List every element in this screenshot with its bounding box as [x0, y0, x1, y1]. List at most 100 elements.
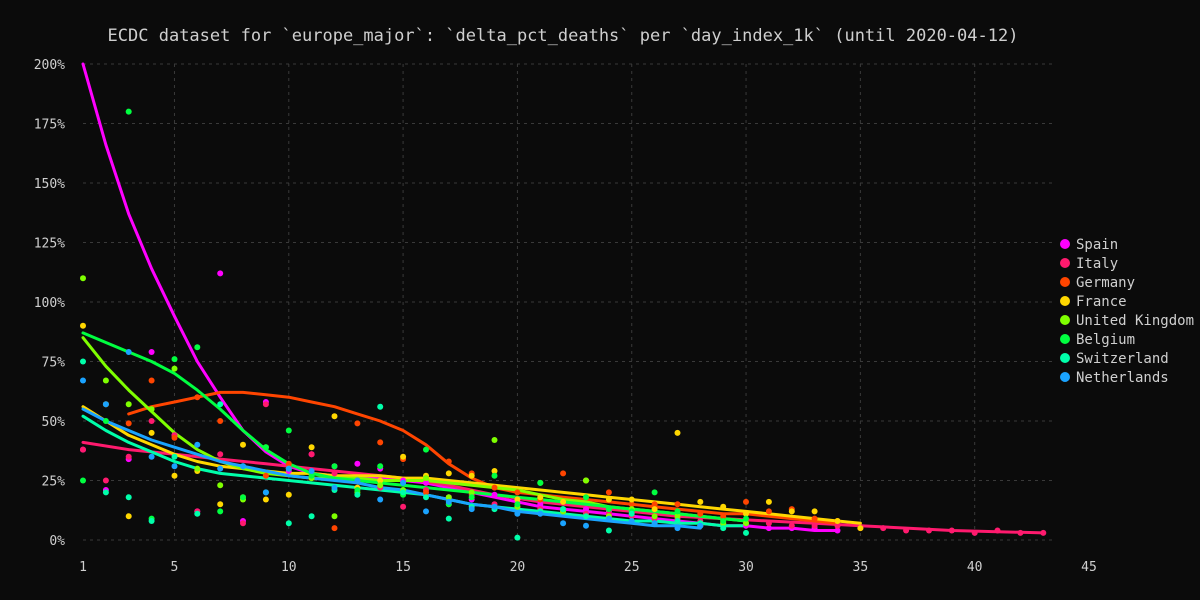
point-belgium — [377, 463, 384, 470]
trend-line-germany — [127, 390, 839, 525]
trend-line-italy — [81, 440, 1045, 535]
point-united-kingdom — [491, 437, 498, 443]
point-italy — [834, 522, 841, 529]
point-italy — [1040, 529, 1047, 536]
x-tick-label: 5 — [171, 560, 179, 575]
point-netherlands — [468, 506, 475, 513]
point-united-kingdom — [423, 475, 429, 482]
point-france — [605, 496, 612, 503]
point-germany — [354, 420, 361, 427]
point-united-kingdom — [331, 513, 338, 520]
x-tick-labels: 1 5 10 15 20 25 30 35 40 45 — [79, 560, 1097, 575]
point-switzerland — [605, 527, 612, 534]
legend-label: Italy — [1076, 256, 1118, 272]
point-switzerland — [423, 494, 429, 501]
point-belgium — [468, 494, 475, 501]
point-germany — [765, 508, 772, 515]
point-netherlands — [400, 479, 407, 486]
point-switzerland — [194, 510, 201, 517]
point-netherlands — [217, 465, 224, 472]
point-switzerland — [308, 513, 315, 520]
point-belgium — [285, 427, 292, 434]
point-netherlands — [514, 510, 521, 517]
point-spain — [423, 479, 429, 486]
point-italy — [903, 527, 910, 534]
legend-label: Switzerland — [1076, 351, 1169, 367]
point-italy — [80, 446, 86, 453]
point-italy — [788, 522, 795, 529]
point-france — [262, 496, 269, 503]
legend-marker — [1060, 372, 1070, 382]
point-germany — [743, 498, 749, 505]
point-italy — [262, 401, 269, 408]
point-united-kingdom — [102, 377, 109, 384]
point-belgium — [308, 472, 315, 479]
point-germany — [674, 501, 681, 508]
point-netherlands — [423, 508, 429, 515]
point-italy — [400, 503, 407, 510]
point-germany — [605, 489, 612, 496]
point-germany — [171, 434, 178, 441]
point-italy — [308, 451, 315, 458]
y-tick-label: 200% — [34, 58, 65, 73]
point-switzerland — [148, 518, 155, 524]
point-netherlands — [583, 522, 589, 529]
point-united-kingdom — [445, 494, 452, 501]
point-switzerland — [377, 403, 384, 410]
point-germany — [377, 439, 384, 446]
point-france — [720, 503, 727, 510]
point-switzerland — [628, 510, 635, 517]
point-germany — [445, 458, 452, 465]
point-switzerland — [743, 529, 749, 536]
point-italy — [331, 470, 338, 477]
point-united-kingdom — [468, 489, 475, 496]
point-switzerland — [125, 494, 132, 501]
point-spain — [491, 491, 498, 498]
point-italy — [926, 527, 932, 534]
point-belgium — [720, 518, 727, 524]
point-france — [674, 429, 681, 436]
point-italy — [102, 477, 109, 484]
point-switzerland — [400, 489, 407, 496]
point-netherlands — [537, 510, 544, 517]
point-belgium — [102, 418, 109, 424]
x-tick-label: 10 — [281, 560, 297, 575]
point-france — [125, 513, 132, 520]
point-france — [285, 491, 292, 498]
y-tick-label: 100% — [34, 296, 65, 311]
x-tick-label: 35 — [853, 560, 869, 575]
legend-marker — [1060, 239, 1070, 249]
point-germany — [720, 513, 727, 520]
trend-lines — [81, 62, 1045, 535]
point-italy — [240, 520, 246, 527]
point-switzerland — [102, 489, 109, 496]
x-tick-label: 40 — [967, 560, 983, 575]
legend-marker — [1060, 258, 1070, 268]
chart-title: ECDC dataset for `europe_major`: `delta_… — [108, 26, 1019, 46]
point-italy — [811, 522, 818, 529]
point-united-kingdom — [80, 275, 86, 282]
point-netherlands — [628, 518, 635, 524]
point-netherlands — [674, 525, 681, 532]
point-spain — [834, 527, 841, 534]
point-switzerland — [445, 515, 452, 522]
point-spain — [354, 460, 361, 467]
legend-marker — [1060, 334, 1070, 344]
point-france — [765, 498, 772, 505]
point-united-kingdom — [194, 465, 201, 472]
point-netherlands — [194, 441, 201, 448]
trend-line-belgium — [81, 331, 748, 523]
x-tick-label: 30 — [738, 560, 754, 575]
point-netherlands — [240, 463, 246, 470]
point-belgium — [217, 508, 224, 515]
point-belgium — [354, 487, 361, 493]
point-france — [491, 468, 498, 474]
point-germany — [628, 501, 635, 508]
point-germany — [194, 394, 201, 401]
point-netherlands — [697, 522, 704, 529]
point-italy — [994, 527, 1001, 534]
point-france — [468, 472, 475, 479]
point-netherlands — [354, 477, 361, 484]
point-italy — [125, 453, 132, 460]
point-france — [834, 518, 841, 524]
